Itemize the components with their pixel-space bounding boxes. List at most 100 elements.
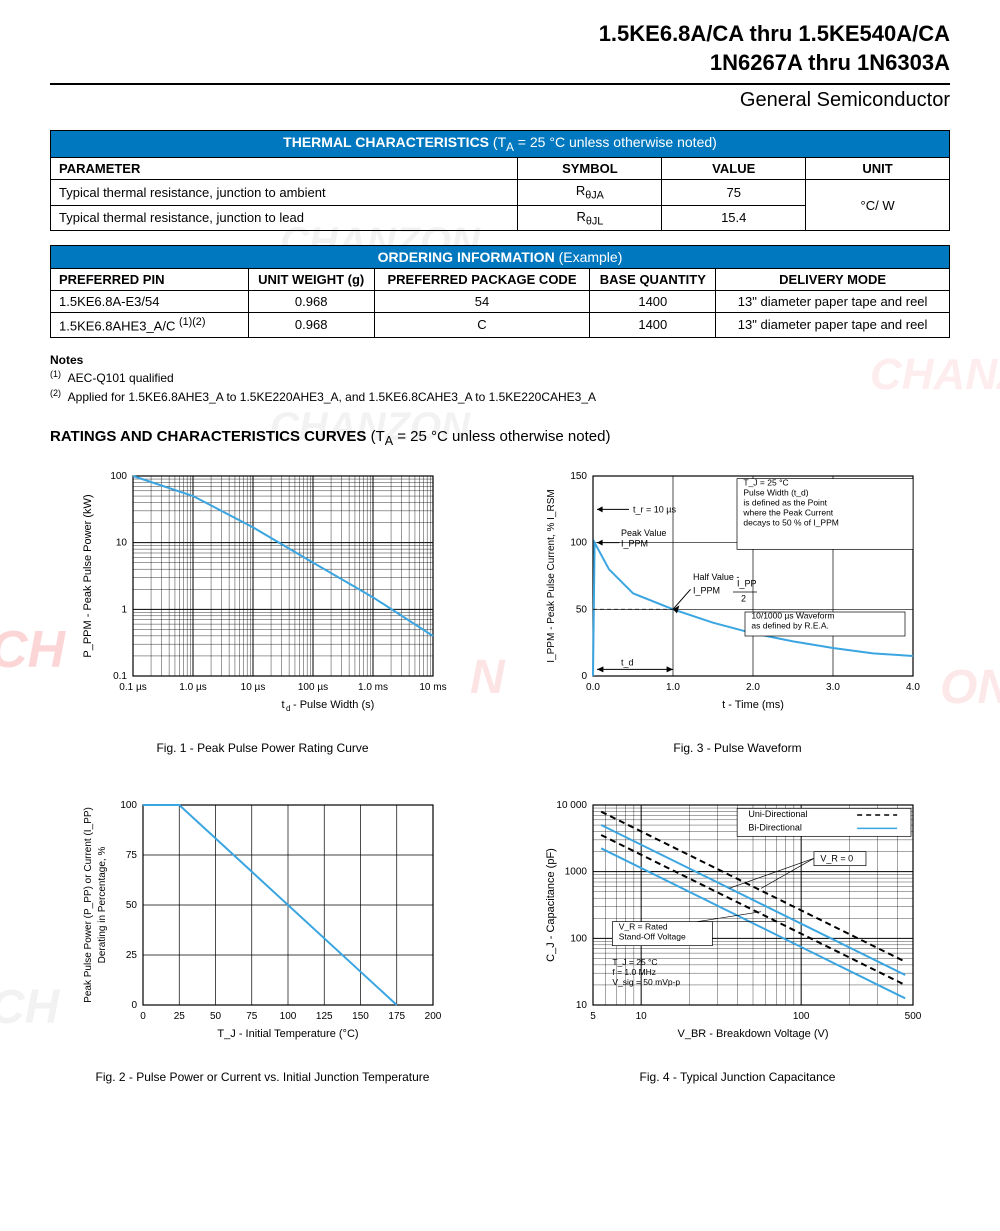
fig1-chart: 0.1 µs1.0 µs10 µs100 µs1.0 ms10 ms0.1110… bbox=[73, 466, 453, 726]
cell: 0.968 bbox=[248, 313, 374, 337]
fig2-caption: Fig. 2 - Pulse Power or Current vs. Init… bbox=[50, 1070, 475, 1084]
thermal-band-light: (TA = 25 °C unless otherwise noted) bbox=[489, 134, 717, 150]
unit-cell: °C/ W bbox=[806, 179, 950, 230]
col-pin: PREFERRED PIN bbox=[51, 269, 249, 291]
svg-text:50: 50 bbox=[125, 900, 137, 911]
fig1-caption: Fig. 1 - Peak Pulse Power Rating Curve bbox=[50, 741, 475, 755]
col-parameter: PARAMETER bbox=[51, 157, 518, 179]
svg-text:T_J - Initial Temperature (°C): T_J - Initial Temperature (°C) bbox=[217, 1028, 358, 1040]
svg-text:1.0 µs: 1.0 µs bbox=[179, 682, 206, 693]
svg-text:0: 0 bbox=[581, 671, 587, 682]
notes-head: Notes bbox=[50, 352, 950, 369]
svg-text:Stand-Off Voltage: Stand-Off Voltage bbox=[618, 932, 685, 942]
param-cell: Typical thermal resistance, junction to … bbox=[51, 205, 518, 231]
symbol-cell: RθJA bbox=[518, 179, 662, 205]
svg-text:1000: 1000 bbox=[564, 867, 587, 878]
svg-text:25: 25 bbox=[125, 950, 137, 961]
cell: 1.5KE6.8A-E3/54 bbox=[51, 291, 249, 313]
svg-text:100: 100 bbox=[110, 471, 127, 482]
curves-section-title: RATINGS AND CHARACTERISTICS CURVES (TA =… bbox=[50, 428, 950, 448]
title-line-1: 1.5KE6.8A/CA thru 1.5KE540A/CA bbox=[50, 20, 950, 49]
svg-text:V_BR - Breakdown Voltage (V): V_BR - Breakdown Voltage (V) bbox=[677, 1028, 828, 1040]
svg-text:C_J - Capacitance (pF): C_J - Capacitance (pF) bbox=[545, 848, 557, 962]
svg-text:25: 25 bbox=[173, 1011, 185, 1022]
cell: 54 bbox=[374, 291, 590, 313]
svg-text:as defined by R.E.A.: as defined by R.E.A. bbox=[751, 621, 829, 631]
col-delivery: DELIVERY MODE bbox=[716, 269, 950, 291]
svg-text:Half Value -: Half Value - bbox=[693, 572, 739, 582]
value-cell: 75 bbox=[662, 179, 806, 205]
svg-text:Peak Value: Peak Value bbox=[621, 528, 666, 538]
fig4-cell: 51010050010100100010 000Uni-DirectionalB… bbox=[525, 795, 950, 1084]
svg-text:V_R = Rated: V_R = Rated bbox=[618, 922, 667, 932]
ordering-band-bold: ORDERING INFORMATION bbox=[378, 249, 555, 265]
svg-text:- Pulse Width (s): - Pulse Width (s) bbox=[293, 699, 374, 711]
svg-text:100 µs: 100 µs bbox=[297, 682, 327, 693]
cell: 0.968 bbox=[248, 291, 374, 313]
ordering-band: ORDERING INFORMATION (Example) bbox=[51, 246, 950, 269]
note-item: (2) Applied for 1.5KE6.8AHE3_A to 1.5KE2… bbox=[50, 387, 950, 406]
svg-text:t: t bbox=[281, 699, 284, 711]
ordering-header-row: PREFERRED PIN UNIT WEIGHT (g) PREFERRED … bbox=[51, 269, 950, 291]
cell: 1400 bbox=[590, 291, 716, 313]
svg-text:1.0: 1.0 bbox=[666, 682, 680, 693]
cell: 13" diameter paper tape and reel bbox=[716, 291, 950, 313]
col-unit: UNIT bbox=[806, 157, 950, 179]
fig2-chart: 02550751001251501752000255075100T_J - In… bbox=[73, 795, 453, 1055]
svg-text:125: 125 bbox=[315, 1011, 332, 1022]
svg-text:10/1000 µs Waveform: 10/1000 µs Waveform bbox=[751, 611, 834, 621]
svg-text:100: 100 bbox=[792, 1011, 809, 1022]
symbol-cell: RθJL bbox=[518, 205, 662, 231]
svg-text:0.1: 0.1 bbox=[113, 671, 127, 682]
curves-title-rest: (TA = 25 °C unless otherwise noted) bbox=[366, 428, 610, 445]
svg-text:I_PPM: I_PPM bbox=[621, 539, 648, 549]
col-symbol: SYMBOL bbox=[518, 157, 662, 179]
svg-text:t_d: t_d bbox=[621, 657, 634, 667]
note-item: (1) AEC-Q101 qualified bbox=[50, 368, 950, 387]
svg-text:500: 500 bbox=[904, 1011, 921, 1022]
param-cell: Typical thermal resistance, junction to … bbox=[51, 179, 518, 205]
svg-text:50: 50 bbox=[209, 1011, 221, 1022]
fig4-caption: Fig. 4 - Typical Junction Capacitance bbox=[525, 1070, 950, 1084]
svg-text:75: 75 bbox=[246, 1011, 258, 1022]
ordering-information-table: ORDERING INFORMATION (Example) PREFERRED… bbox=[50, 245, 950, 337]
svg-text:1.0 ms: 1.0 ms bbox=[357, 682, 387, 693]
ordering-band-light: (Example) bbox=[555, 249, 623, 265]
thermal-band-bold: THERMAL CHARACTERISTICS bbox=[283, 134, 489, 150]
svg-text:I_PPM - Peak Pulse Current, %: I_PPM - Peak Pulse Current, % I_RSM bbox=[546, 489, 557, 662]
svg-text:V_sig = 50 mVp-p: V_sig = 50 mVp-p bbox=[612, 977, 680, 987]
svg-text:V_R = 0: V_R = 0 bbox=[820, 854, 853, 864]
table-row: 1.5KE6.8A-E3/540.96854140013" diameter p… bbox=[51, 291, 950, 313]
fig3-cell: 0.01.02.03.04.0050100150t_r = 10 µsPeak … bbox=[525, 466, 950, 755]
datasheet-page: 1.5KE6.8A/CA thru 1.5KE540A/CA 1N6267A t… bbox=[0, 0, 1000, 1144]
svg-text:5: 5 bbox=[590, 1011, 596, 1022]
cell: 1.5KE6.8AHE3_A/C (1)(2) bbox=[51, 313, 249, 337]
svg-text:t - Time (ms): t - Time (ms) bbox=[722, 699, 784, 711]
svg-text:0.1 µs: 0.1 µs bbox=[119, 682, 146, 693]
svg-text:200: 200 bbox=[424, 1011, 441, 1022]
svg-text:I_PPM: I_PPM bbox=[693, 585, 720, 595]
fig3-caption: Fig. 3 - Pulse Waveform bbox=[525, 741, 950, 755]
svg-text:Derating in Percentage, %: Derating in Percentage, % bbox=[97, 846, 108, 963]
svg-text:100: 100 bbox=[120, 800, 137, 811]
svg-text:100: 100 bbox=[570, 933, 587, 944]
svg-text:P_PPM - Peak Pulse Power (kW): P_PPM - Peak Pulse Power (kW) bbox=[82, 494, 94, 657]
header-subtitle: General Semiconductor bbox=[50, 89, 950, 112]
col-value: VALUE bbox=[662, 157, 806, 179]
fig2-cell: 02550751001251501752000255075100T_J - In… bbox=[50, 795, 475, 1084]
svg-text:1: 1 bbox=[121, 604, 127, 615]
svg-text:T_J = 25 °C: T_J = 25 °C bbox=[743, 477, 788, 487]
svg-text:3.0: 3.0 bbox=[826, 682, 840, 693]
cell: C bbox=[374, 313, 590, 337]
svg-text:10 µs: 10 µs bbox=[240, 682, 265, 693]
svg-text:2.0: 2.0 bbox=[746, 682, 760, 693]
svg-text:10 000: 10 000 bbox=[556, 800, 587, 811]
svg-text:Bi-Directional: Bi-Directional bbox=[748, 822, 802, 832]
curves-title-bold: RATINGS AND CHARACTERISTICS CURVES bbox=[50, 428, 366, 445]
svg-text:decays to 50 % of I_PPM: decays to 50 % of I_PPM bbox=[743, 517, 838, 527]
svg-text:is defined as the Point: is defined as the Point bbox=[743, 497, 827, 507]
table-row: 1.5KE6.8AHE3_A/C (1)(2)0.968C140013" dia… bbox=[51, 313, 950, 337]
fig4-chart: 51010050010100100010 000Uni-DirectionalB… bbox=[538, 795, 938, 1055]
svg-text:I_PP: I_PP bbox=[737, 579, 757, 589]
header-rule bbox=[50, 83, 950, 85]
